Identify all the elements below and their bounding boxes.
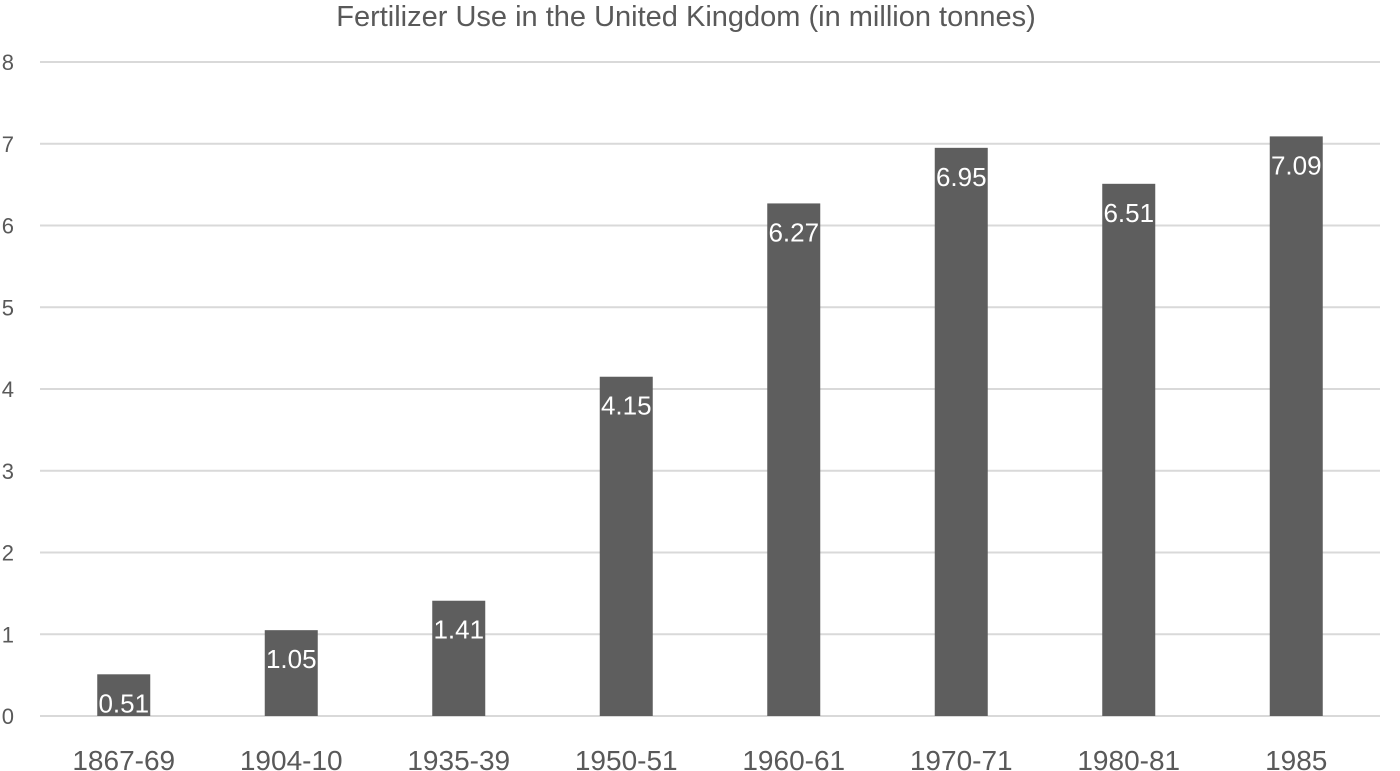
bar-data-label: 6.51	[1103, 198, 1154, 228]
chart-title: Fertilizer Use in the United Kingdom (in…	[336, 1, 1036, 33]
x-tick-label: 1867-69	[72, 745, 175, 771]
bar-1867-69	[97, 674, 151, 716]
bar-data-label: 7.09	[1271, 150, 1322, 180]
y-tick-label: 4	[2, 377, 14, 402]
bar-1985	[1269, 136, 1323, 716]
bar-1960-61	[767, 203, 821, 717]
gridlines	[40, 61, 1380, 717]
bar-1970-71	[934, 147, 988, 716]
y-tick-label: 3	[2, 459, 14, 484]
bar-data-label: 0.51	[98, 688, 149, 718]
y-axis-ticks: 0 1 2 3 4 5 6 7 8	[2, 50, 14, 729]
y-tick-label: 0	[2, 704, 14, 729]
y-tick-label: 2	[2, 541, 14, 566]
bar-1904-10	[264, 630, 318, 716]
y-tick-label: 7	[2, 132, 14, 157]
y-tick-label: 8	[2, 50, 14, 75]
x-tick-label: 1970-71	[910, 745, 1013, 771]
y-tick-label: 6	[2, 214, 14, 239]
x-tick-label: 1950-51	[575, 745, 678, 771]
bars	[97, 136, 1323, 717]
bar-1950-51	[599, 376, 653, 716]
x-tick-label: 1904-10	[240, 745, 343, 771]
bar-data-label: 4.15	[601, 391, 652, 421]
bar-1935-39	[432, 600, 486, 716]
bar-1980-81	[1102, 183, 1156, 716]
x-tick-label: 1960-61	[742, 745, 845, 771]
bar-data-labels: 0.51 1.05 1.41 4.15 6.27 6.95 6.51 7.09	[98, 150, 1321, 718]
x-tick-label: 1985	[1265, 745, 1327, 771]
bar-data-label: 6.95	[936, 162, 987, 192]
bar-data-label: 6.27	[768, 217, 819, 247]
x-tick-label: 1980-81	[1077, 745, 1180, 771]
y-tick-label: 1	[2, 622, 14, 647]
bar-data-label: 1.41	[433, 615, 484, 645]
bar-data-label: 1.05	[266, 644, 317, 674]
y-tick-label: 5	[2, 295, 14, 320]
x-axis-ticks: 1867-69 1904-10 1935-39 1950-51 1960-61 1970-…	[72, 745, 1327, 771]
x-tick-label: 1935-39	[407, 745, 510, 771]
